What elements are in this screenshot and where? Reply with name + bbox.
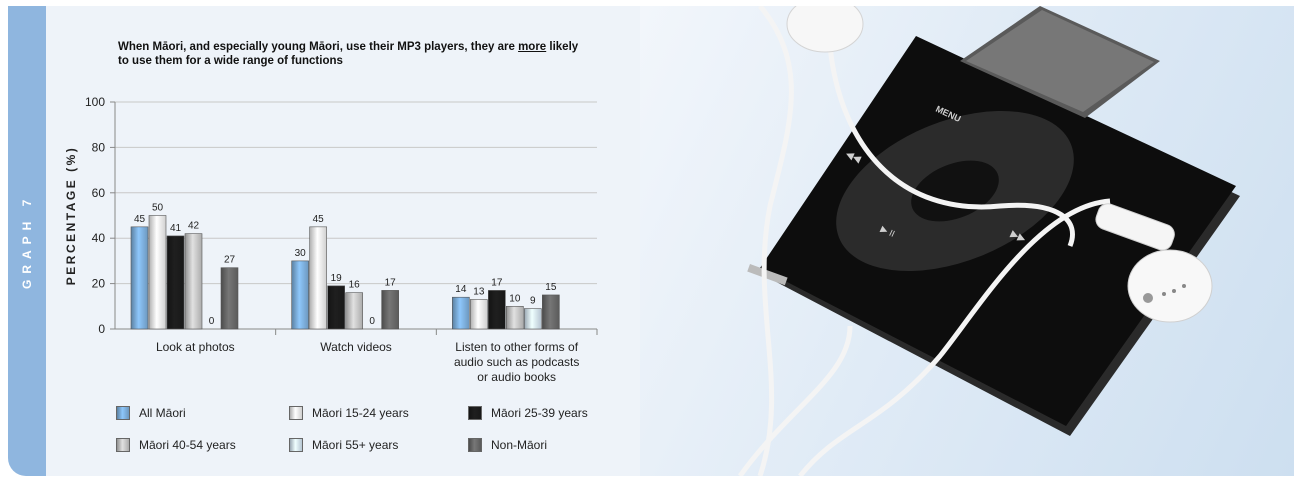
legend-item: Māori 25-39 years [468,406,588,420]
mp3-player-illustration: MENU ◀◀ ▶▶ ▶ II [737,0,1240,478]
chart-title-post: likely to use them for a wide range of f… [118,41,579,67]
legend-label: All Māori [139,406,186,420]
legend-swatch [289,438,303,452]
legend-swatch [289,406,303,420]
x-tick-label-2-0: Listen to other forms of [455,340,578,354]
legend-label: Non-Māori [491,438,548,452]
bar-1-1 [309,226,327,330]
legend-item: Māori 40-54 years [116,438,236,452]
y-tick-label-60: 60 [92,186,106,200]
data-label-1-5: 17 [385,277,397,288]
bar-2-4 [524,308,542,330]
bar-2-1 [470,299,488,330]
bar-1-0 [291,260,309,330]
x-tick-label-2-2: or audio books [477,370,556,384]
bar-1-2 [327,285,345,330]
data-label-0-4: 0 [209,316,215,327]
data-label-1-1: 45 [313,214,325,225]
legend-label: Māori 55+ years [312,438,399,452]
data-label-2-1: 13 [473,286,485,297]
bar-1-5 [381,290,399,330]
graph-number-tab: GRAPH 7 [8,6,46,476]
data-label-2-2: 17 [491,277,503,288]
bar-0-1 [148,215,167,330]
y-tick-label-20: 20 [92,277,106,291]
chart-title-pre: When Māori, and especially young Māori, … [118,41,519,53]
legend-item: Non-Māori [468,438,547,452]
legend-swatch [116,406,130,420]
y-tick-label-100: 100 [85,95,105,109]
x-tick-label-2-1: audio such as podcasts [454,355,579,369]
data-label-1-2: 19 [331,273,343,284]
legend-item: All Māori [116,406,186,420]
bar-0-5 [220,267,239,330]
bar-2-5 [542,294,560,330]
bar-2-3 [506,305,524,330]
bar-1-3 [345,292,363,330]
y-axis-label: PERCENTAGE (%) [64,146,78,285]
y-tick-label-80: 80 [92,140,106,154]
bar-0-2 [166,235,185,330]
legend-swatch [468,438,482,452]
legend-label: Māori 40-54 years [139,438,236,452]
y-tick-label-0: 0 [98,322,105,336]
y-tick-label-40: 40 [92,231,106,245]
bar-0-0 [130,226,149,330]
data-label-0-5: 27 [224,255,236,266]
legend-swatch [468,406,482,420]
x-tick-label-0-0: Look at photos [156,340,235,354]
mp3-player-photo: MENU ◀◀ ▶▶ ▶ II [640,0,1294,478]
legend-item: Māori 15-24 years [289,406,409,420]
data-label-2-4: 9 [530,296,536,307]
data-label-2-5: 15 [545,282,557,293]
data-label-0-0: 45 [134,214,146,225]
data-label-1-4: 0 [369,316,375,327]
legend-item: Māori 55+ years [289,438,398,452]
data-label-0-1: 50 [152,203,164,214]
data-label-1-3: 16 [349,280,361,291]
x-tick-label-1-0: Watch videos [320,340,392,354]
bar-2-0 [452,296,470,330]
data-label-0-2: 41 [170,223,182,234]
legend-label: Māori 15-24 years [312,406,409,420]
data-label-1-0: 30 [295,248,307,259]
chart-title: When Māori, and especially young Māori, … [118,40,588,68]
data-label-2-0: 14 [455,284,467,295]
chart-title-emphasis: more [518,41,547,53]
legend-label: Māori 25-39 years [491,406,588,420]
data-label-0-3: 42 [188,221,200,232]
legend-swatch [116,438,130,452]
bar-2-2 [488,290,506,330]
data-label-2-3: 10 [509,293,521,304]
bar-0-3 [184,233,203,330]
